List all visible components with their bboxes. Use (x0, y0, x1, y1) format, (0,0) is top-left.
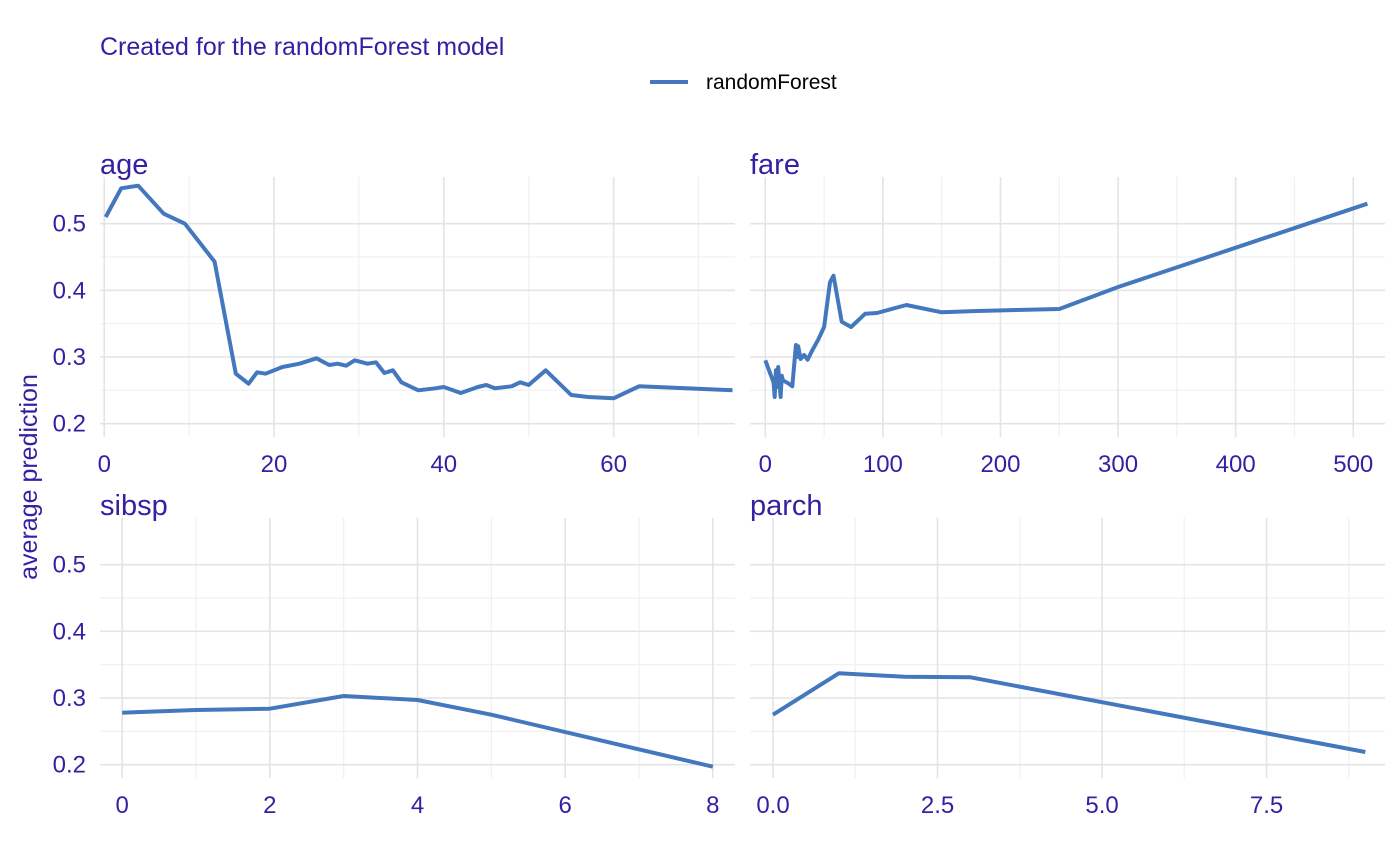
x-tick-label: 7.5 (1250, 792, 1283, 819)
legend-label: randomForest (706, 71, 837, 94)
facet-panel-fare: 0 100 200 300 400 500 fare (750, 149, 1385, 478)
y-tick-label: 0.4 (53, 618, 86, 645)
y-tick-label: 0.3 (53, 344, 86, 371)
x-tick-label: 4 (411, 792, 424, 819)
x-tick-label: 5.0 (1085, 792, 1118, 819)
legend: randomForest (650, 71, 837, 94)
facet-panel-sibsp: 0.2 0.3 0.4 0.5 0 2 4 6 8 sibsp (53, 490, 735, 819)
x-tick-label: 2 (263, 792, 276, 819)
x-tick-label: 2.5 (921, 792, 954, 819)
x-tick-label: 200 (980, 451, 1020, 478)
x-tick-label: 500 (1333, 451, 1373, 478)
y-tick-label: 0.2 (53, 752, 86, 779)
facet-title-fare: fare (750, 149, 800, 181)
y-tick-label: 0.2 (53, 411, 86, 438)
y-tick-label: 0.3 (53, 685, 86, 712)
x-tick-label: 400 (1216, 451, 1256, 478)
x-tick-label: 6 (558, 792, 571, 819)
x-tick-label: 8 (706, 792, 719, 819)
x-tick-label: 0 (759, 451, 772, 478)
y-axis-title: average prediction (15, 374, 43, 580)
x-tick-label: 300 (1098, 451, 1138, 478)
facet-panel-age: 0.2 0.3 0.4 0.5 0 20 40 60 age (53, 149, 735, 478)
x-tick-label: 20 (261, 451, 288, 478)
facet-title-age: age (100, 149, 148, 181)
y-tick-label: 0.5 (53, 552, 86, 579)
chart-subtitle: Created for the randomForest model (100, 33, 504, 61)
facet-panel-parch: 0.0 2.5 5.0 7.5 parch (750, 490, 1385, 819)
y-tick-label: 0.5 (53, 211, 86, 238)
x-tick-label: 0 (115, 792, 128, 819)
series-line-randomForest (771, 671, 1366, 754)
x-tick-label: 60 (600, 451, 627, 478)
x-tick-label: 0.0 (756, 792, 789, 819)
series-line-randomForest (103, 183, 733, 401)
series-line-randomForest (122, 694, 714, 769)
facet-title-sibsp: sibsp (100, 490, 168, 522)
series-line-randomForest (763, 201, 1369, 399)
x-tick-label: 40 (430, 451, 457, 478)
y-tick-label: 0.4 (53, 277, 86, 304)
x-tick-label: 100 (863, 451, 903, 478)
facet-title-parch: parch (750, 490, 823, 522)
x-tick-label: 0 (98, 451, 111, 478)
